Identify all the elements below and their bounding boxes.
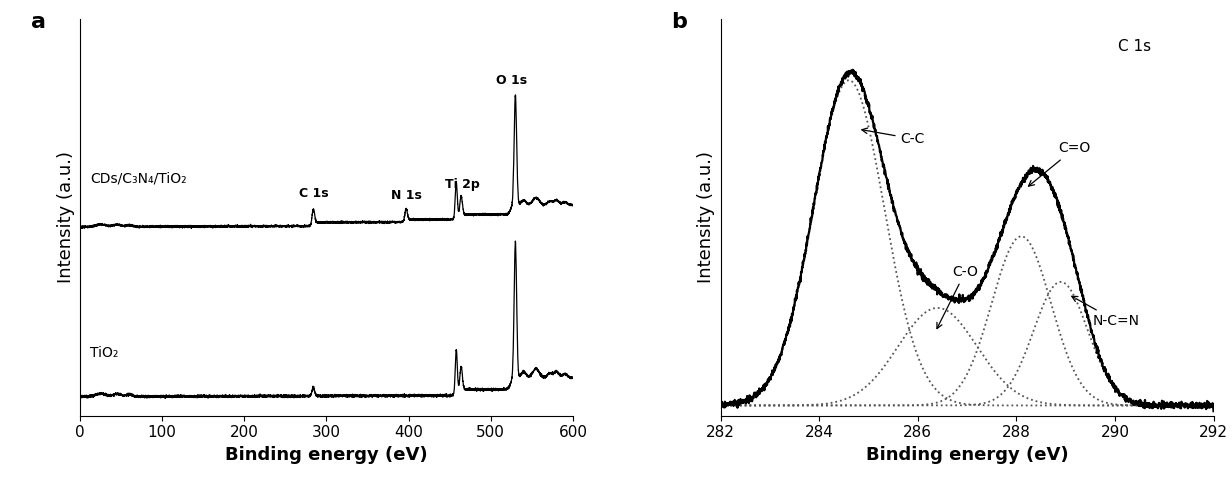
X-axis label: Binding energy (eV): Binding energy (eV) bbox=[225, 446, 428, 464]
Text: CDs/C₃N₄/TiO₂: CDs/C₃N₄/TiO₂ bbox=[90, 171, 186, 185]
Text: C=O: C=O bbox=[1029, 141, 1090, 186]
Text: N 1s: N 1s bbox=[391, 190, 421, 202]
Text: C-C: C-C bbox=[862, 128, 925, 146]
X-axis label: Binding energy (eV): Binding energy (eV) bbox=[866, 446, 1068, 464]
Text: Ti 2p: Ti 2p bbox=[445, 178, 479, 191]
Y-axis label: Intensity (a.u.): Intensity (a.u.) bbox=[697, 152, 715, 283]
Text: C-O: C-O bbox=[938, 265, 978, 329]
Text: N-C=N: N-C=N bbox=[1072, 296, 1140, 328]
Text: TiO₂: TiO₂ bbox=[90, 346, 118, 360]
Text: C 1s: C 1s bbox=[1119, 39, 1151, 54]
Text: b: b bbox=[671, 12, 687, 32]
Y-axis label: Intensity (a.u.): Intensity (a.u.) bbox=[57, 152, 74, 283]
Text: O 1s: O 1s bbox=[495, 74, 527, 87]
Text: C 1s: C 1s bbox=[298, 187, 328, 200]
Text: a: a bbox=[31, 12, 46, 32]
